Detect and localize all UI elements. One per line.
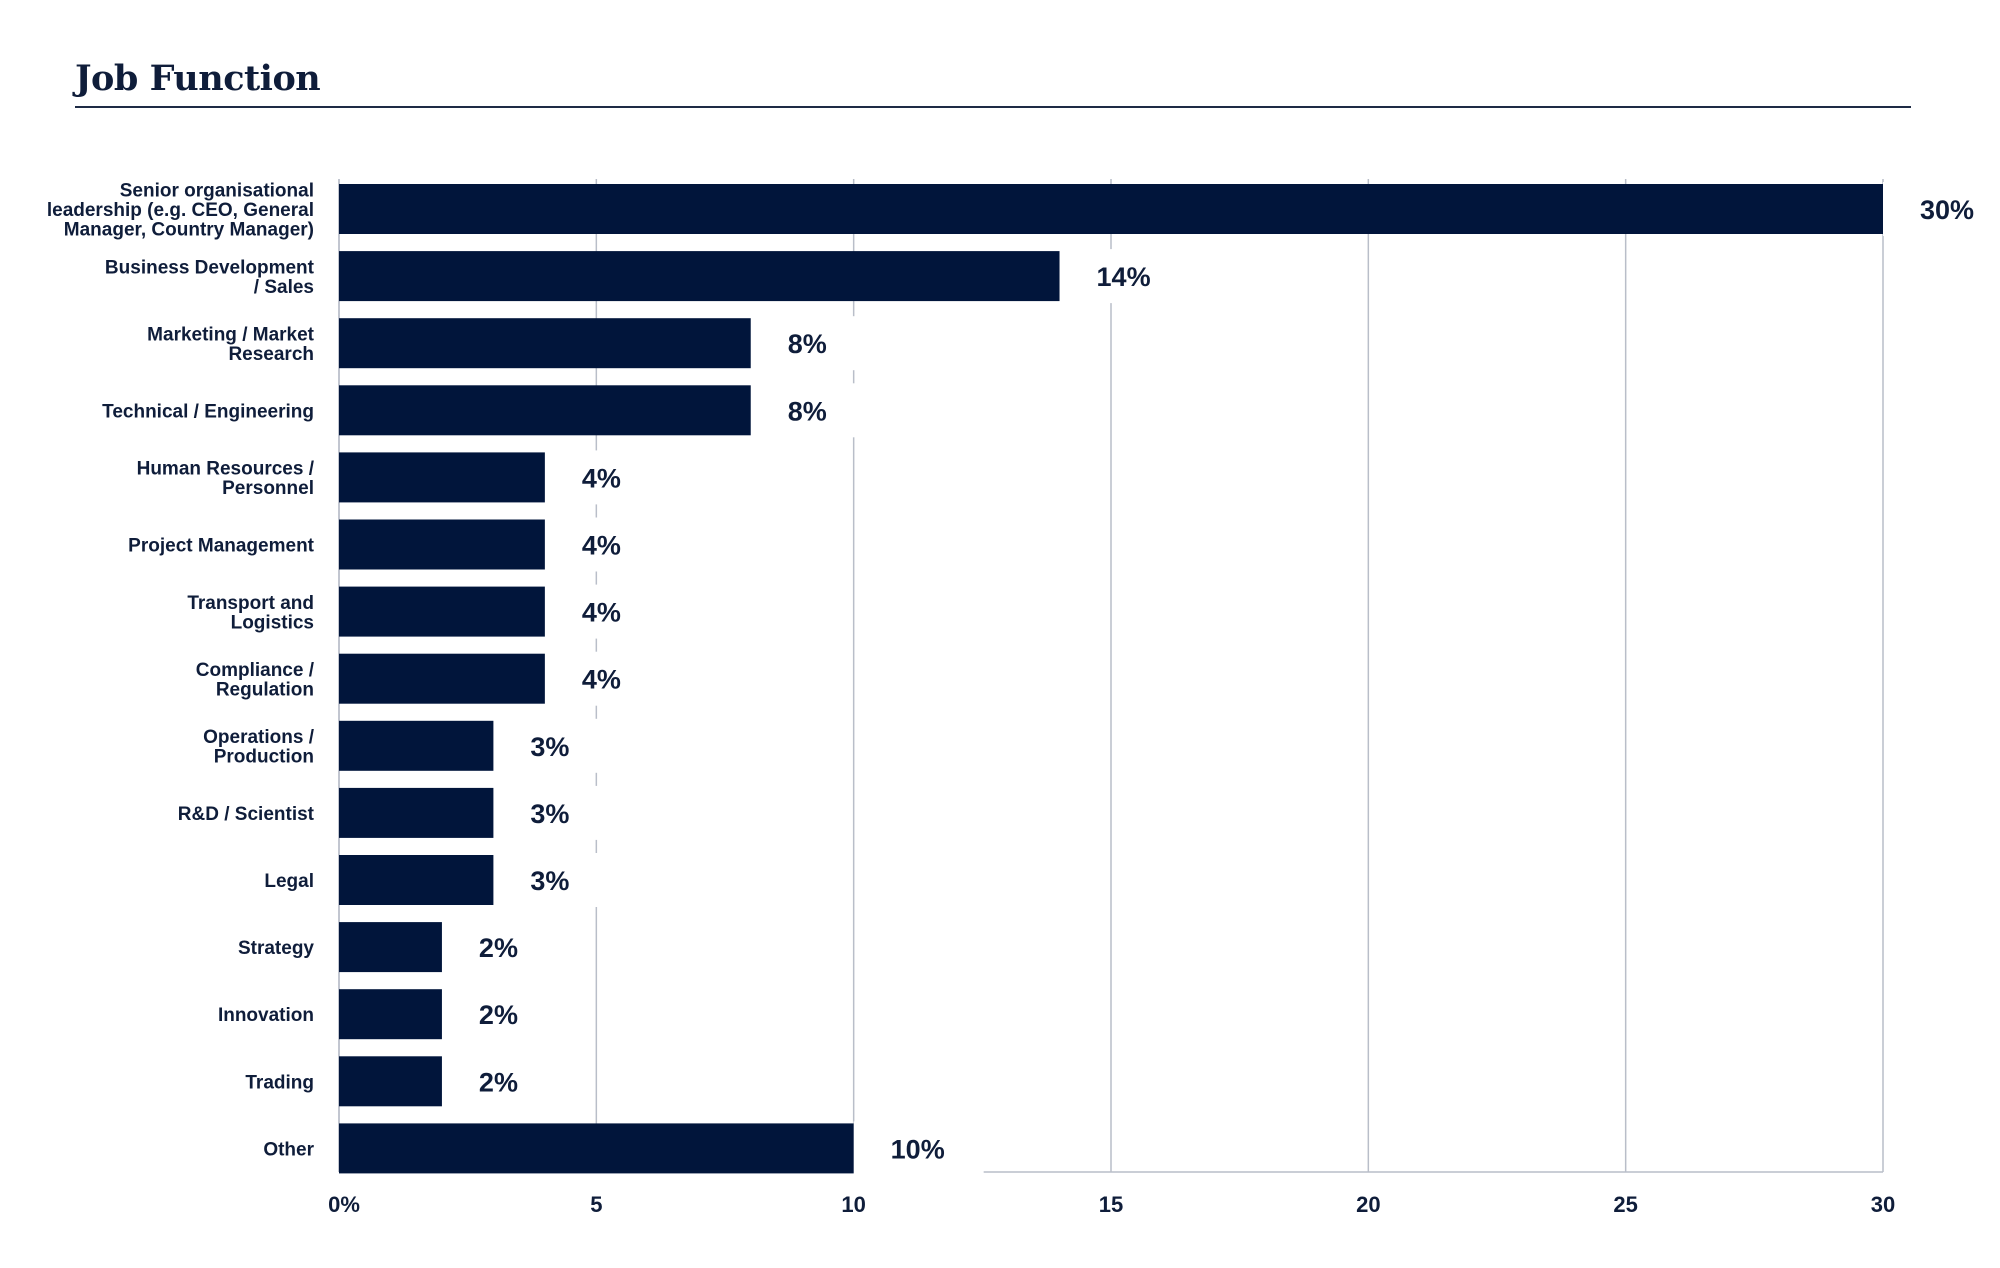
- value-label-backdrop: [750, 383, 881, 438]
- category-label-9: R&D / Scientist: [178, 804, 315, 825]
- bar-8: [339, 720, 494, 771]
- x-tick-label-20: 20: [1356, 1192, 1380, 1217]
- bar-14: [339, 1123, 854, 1174]
- value-label-4: 4%: [582, 463, 621, 493]
- bars: [339, 182, 2000, 1176]
- category-label-line: Trading: [245, 1072, 314, 1093]
- category-label-8: Operations / Production: [203, 727, 315, 768]
- value-label-backdrop: [493, 785, 624, 840]
- bar-1: [339, 251, 1060, 302]
- value-label-backdrop: [544, 450, 675, 505]
- chart-title: Job Function: [75, 58, 321, 99]
- category-label-2: Marketing / Market Research: [147, 324, 314, 365]
- value-label-backdrop: [441, 987, 572, 1042]
- value-label-backdrop: [493, 718, 624, 773]
- value-label-14: 10%: [891, 1134, 945, 1164]
- x-tick-label-25: 25: [1613, 1192, 1637, 1217]
- x-tick-label-15: 15: [1099, 1192, 1123, 1217]
- category-label-3: Technical / Engineering: [102, 401, 314, 422]
- category-label-line: Personnel: [222, 478, 314, 499]
- bar-6: [339, 586, 545, 637]
- category-label-12: Innovation: [218, 1005, 314, 1026]
- category-label-line: Research: [228, 344, 314, 365]
- bar-2: [339, 318, 751, 369]
- x-tick-label-5: 5: [590, 1192, 602, 1217]
- value-label-6: 4%: [582, 598, 621, 628]
- bar-4: [339, 452, 545, 503]
- value-label-5: 4%: [582, 531, 621, 561]
- bar-5: [339, 519, 545, 570]
- category-label-line: Project Management: [128, 536, 314, 557]
- value-label-backdrop: [1059, 249, 1190, 304]
- category-label-5: Project Management: [128, 536, 314, 557]
- category-label-13: Trading: [245, 1072, 314, 1093]
- category-label-line: Human Resources /: [137, 459, 315, 480]
- value-label-backdrop: [544, 517, 675, 572]
- category-label-line: Regulation: [216, 679, 314, 700]
- category-label-10: Legal: [264, 871, 314, 892]
- category-label-line: Logistics: [231, 612, 314, 633]
- category-label-line: Legal: [264, 871, 314, 892]
- category-label-11: Strategy: [238, 938, 314, 959]
- category-label-line: Marketing / Market: [147, 324, 314, 345]
- category-label-line: Other: [263, 1139, 314, 1160]
- category-label-line: / Sales: [254, 277, 314, 298]
- bar-13: [339, 1056, 442, 1107]
- value-label-2: 8%: [788, 329, 827, 359]
- value-label-backdrop: [544, 651, 675, 706]
- category-label-line: Technical / Engineering: [102, 401, 314, 422]
- value-label-backdrop: [441, 920, 572, 975]
- value-label-8: 3%: [530, 732, 569, 762]
- bar-3: [339, 385, 751, 436]
- category-labels: Senior organisational leadership (e.g. CE…: [47, 181, 315, 1161]
- category-label-line: R&D / Scientist: [178, 804, 315, 825]
- value-label-12: 2%: [479, 1000, 518, 1030]
- value-label-backdrop: [493, 853, 624, 907]
- value-label-backdrop: [441, 1054, 572, 1109]
- value-label-9: 3%: [530, 799, 569, 829]
- category-label-14: Other: [263, 1139, 314, 1160]
- x-tick-label-10: 10: [841, 1192, 865, 1217]
- category-label-1: Business Development / Sales: [105, 257, 315, 298]
- bar-0: [339, 184, 1883, 234]
- category-label-line: Innovation: [218, 1005, 314, 1026]
- value-label-1: 14%: [1097, 262, 1151, 292]
- title-divider: [75, 106, 1911, 108]
- value-label-backdrop: [750, 316, 881, 371]
- value-label-11: 2%: [479, 933, 518, 963]
- x-axis-tick-labels: 0% 5 10 15 20 25 30: [328, 1192, 1895, 1217]
- category-label-7: Compliance / Regulation: [196, 660, 315, 701]
- value-label-backdrop: [853, 1121, 984, 1176]
- category-label-line: Strategy: [238, 938, 314, 959]
- bar-12: [339, 989, 442, 1040]
- x-tick-label-0: 0%: [328, 1192, 360, 1217]
- category-label-line: Transport and: [187, 593, 314, 614]
- bar-9: [339, 787, 494, 838]
- value-label-7: 4%: [582, 665, 621, 695]
- value-label-10: 3%: [530, 866, 569, 896]
- value-label-backdrop: [544, 584, 675, 639]
- bar-10: [339, 855, 494, 905]
- value-labels: 30% 14% 8% 8% 4% 4% 4% 4% 3% 3% 3% 2% 2% 2% 10%: [479, 195, 1974, 1164]
- category-label-line: leadership (e.g. CEO, General: [47, 200, 314, 221]
- category-label-line: Operations /: [203, 727, 315, 748]
- category-label-6: Transport and Logistics: [187, 593, 314, 634]
- value-label-3: 8%: [788, 396, 827, 426]
- value-label-0: 30%: [1920, 195, 1974, 225]
- category-label-4: Human Resources / Personnel: [137, 459, 315, 500]
- bar-11: [339, 922, 442, 973]
- value-label-13: 2%: [479, 1067, 518, 1097]
- category-label-line: Compliance /: [196, 660, 315, 681]
- category-label-0: Senior organisational leadership (e.g. CE…: [47, 181, 314, 241]
- category-label-line: Business Development: [105, 257, 315, 278]
- category-label-line: Production: [214, 747, 314, 768]
- value-label-backdrop: [1883, 182, 2000, 236]
- category-label-line: Manager, Country Manager): [64, 220, 314, 241]
- category-label-line: Senior organisational: [120, 181, 314, 202]
- x-tick-label-30: 30: [1871, 1192, 1895, 1217]
- bar-7: [339, 653, 545, 704]
